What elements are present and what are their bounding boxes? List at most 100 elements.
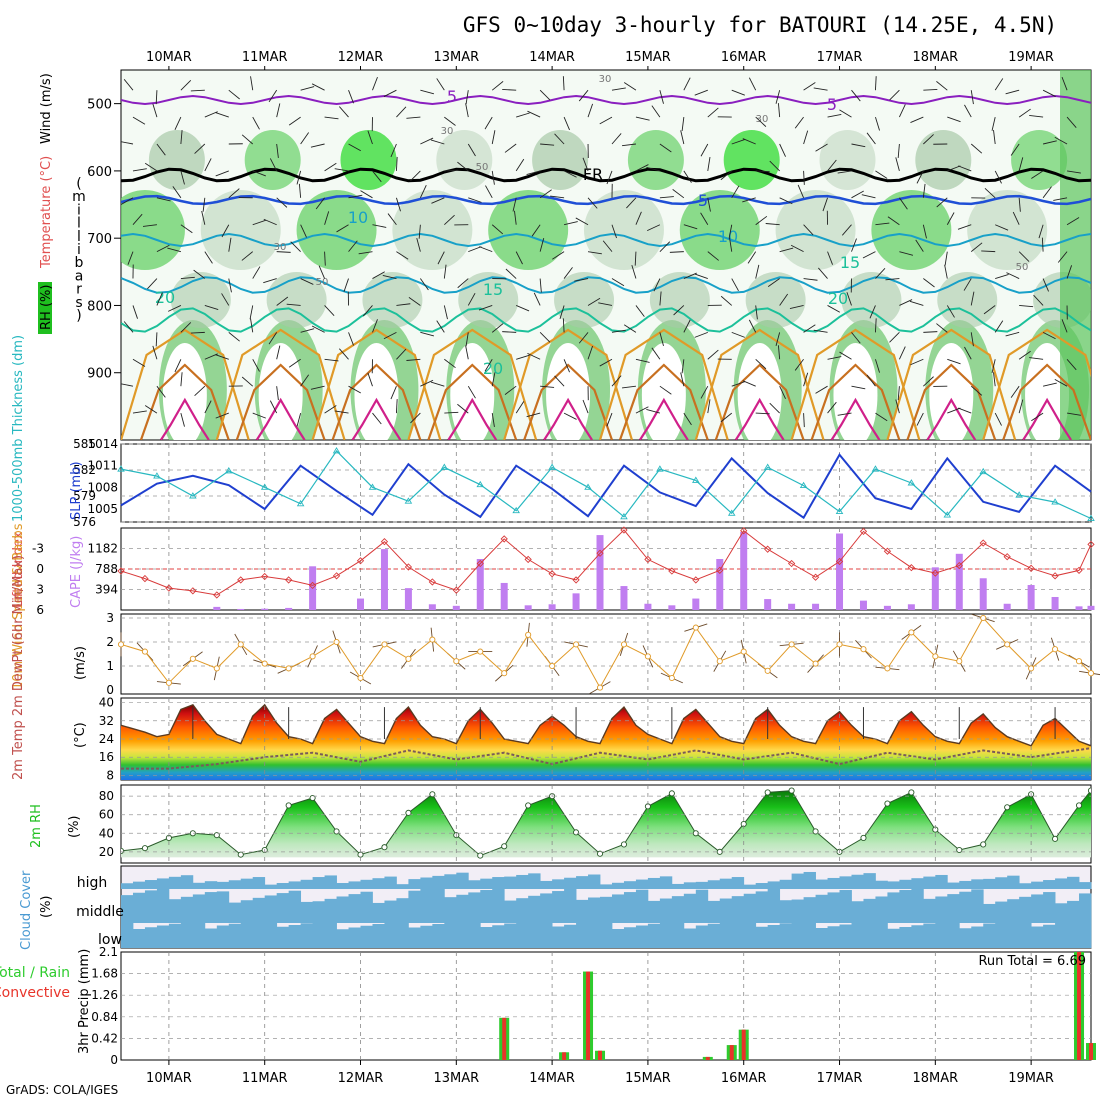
wind-barb [502,331,517,333]
wind-barb [269,400,278,414]
cape-bar [883,605,891,610]
wind-tick-label: 0 [106,683,114,697]
rh-shading [170,272,231,328]
wind-barb [611,87,626,91]
wind-barb [947,165,961,172]
bottom-date-label: 17MAR [817,1071,863,1086]
wind-barb [683,224,698,230]
bottom-date-label: 18MAR [912,1071,958,1086]
thickness-marker [620,512,628,520]
wind-barb [324,305,335,317]
rh-shading [583,190,664,270]
wind-barb [276,197,288,208]
thickness-tick-label: 579 [73,489,96,503]
wind-barb [923,134,934,145]
wind-barb [310,385,325,390]
cloud-block [683,928,697,948]
slp-tick-label: 1005 [87,502,118,516]
temperature-legend-label: Temperature (°C) [39,156,54,269]
cloud-block [635,889,649,923]
wind-barb [947,407,961,414]
wind-barb [420,331,435,337]
wind-barb [818,267,828,279]
cloud-block [671,883,685,889]
wind-speed-line [120,617,1092,689]
wind-barb [241,251,254,261]
cloud-block [312,923,325,948]
wind-speed-marker [836,641,843,648]
rh-marker [501,843,508,850]
cloud-block [300,901,314,923]
wind-barb [909,300,924,306]
10m-wind-panel: 0 1 2 3 10m Wind Speed & Barbs (m/s) [11,523,1100,697]
wind-barb [144,162,158,172]
wind-barb [300,224,307,238]
cloud-block [504,900,517,923]
cape-bar [452,605,460,610]
precip-convective-bar [741,1029,746,1060]
wind-barb [803,170,805,185]
wind-barb [1018,157,1024,172]
wind-barb [396,348,407,360]
rh-contour-label: 30 [599,74,612,85]
cloud-block [935,896,948,923]
thickness-marker [871,465,880,472]
wind-speed-marker [692,624,699,631]
wind-barb [970,291,975,306]
wind-speed-marker [932,653,939,660]
cloud-block [995,923,1008,948]
cloud-block [420,889,433,923]
wind-barb [898,346,906,360]
cloud-block [1007,923,1020,948]
cloud-block [240,923,254,948]
cloud-block [300,879,314,889]
wind-barb [827,356,842,360]
chart-title: GFS 0~10day 3-hourly for BATOURI (14.25E… [463,13,1057,37]
cloud-block [923,898,936,923]
cloud-block [875,880,888,889]
cloud-block [552,926,565,948]
wind-barb [659,291,662,306]
bottom-date-label: 10MAR [146,1071,192,1086]
rh-axis: 20 40 60 80 [99,789,1091,859]
cloud-block [899,879,912,889]
precip-convective-bar [598,1050,603,1060]
temperature-contour [543,397,593,440]
wind-barb [479,246,493,253]
wind-barb [623,82,637,91]
wind-barb [936,197,948,208]
lifted-index-marker [835,557,844,566]
cloud-block [695,889,709,923]
wind-barb [410,412,421,424]
cloud-block [887,881,900,889]
thickness-marker [440,463,449,470]
cloud-block [983,923,996,948]
cloud-block [480,878,493,889]
wind-barb [468,246,482,253]
wind-barb [923,278,935,288]
wind-barb [1042,140,1057,145]
cloud-block [204,892,218,923]
lifted-index-marker [644,555,652,564]
cloud-block [156,889,170,923]
wind-barb [897,143,900,158]
rh-marker [285,802,292,809]
wind-barb [431,197,445,204]
cloud-block [1043,892,1056,923]
wind-barb [348,194,363,199]
cloud-block [959,928,972,948]
cloud-block [204,881,218,889]
wind-barb [1018,197,1021,212]
wind-barb [324,251,326,266]
wind-barb [851,89,861,102]
wind-barb [318,265,325,279]
wind-barb [803,413,805,428]
cloud-block [635,925,649,948]
cloud-block [252,923,266,948]
cloud-layer-high: high [77,875,108,891]
wind-barb [861,194,876,199]
wind-barb [554,375,565,387]
wind-barb [430,139,445,145]
thickness-marker [296,499,305,507]
